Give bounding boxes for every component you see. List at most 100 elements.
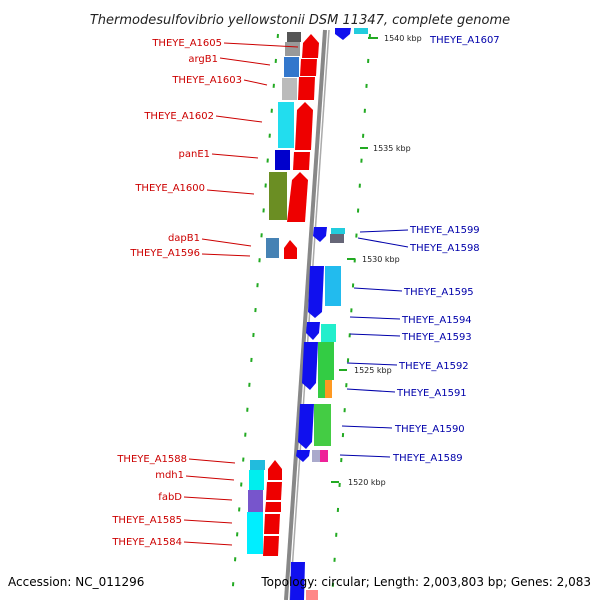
gene-arrow-reverse[interactable] (313, 227, 327, 242)
gene-label[interactable]: argB1 (188, 54, 218, 65)
gene-label[interactable]: THEYE_A1603 (171, 75, 242, 86)
leader-line (349, 316, 401, 320)
gene-block (318, 342, 334, 380)
gene-block (248, 490, 263, 512)
gene-arrow-forward[interactable] (263, 536, 279, 556)
gene-block (354, 28, 368, 34)
scale-label: 1520 kbp (348, 478, 386, 487)
gene-block (284, 57, 299, 77)
gene-arrow-reverse[interactable] (290, 562, 305, 600)
scale-label: 1540 kbp (384, 34, 422, 43)
reverse-strand-genes (290, 28, 351, 600)
gene-label[interactable]: THEYE_A1605 (151, 38, 222, 49)
gene-arrow-forward[interactable] (293, 152, 310, 170)
gene-label[interactable]: dapB1 (168, 233, 200, 244)
right-gene-labels: THEYE_A1607 THEYE_A1599 THEYE_A1598 THEY… (392, 35, 500, 464)
gene-label[interactable]: THEYE_A1591 (396, 388, 467, 399)
gene-label[interactable]: THEYE_A1600 (134, 183, 205, 194)
gene-block (266, 238, 279, 258)
gene-label[interactable]: THEYE_A1607 (429, 35, 500, 46)
leader-line (188, 458, 236, 464)
scale-label: 1525 kbp (354, 366, 392, 375)
gene-arrow-forward[interactable] (265, 502, 281, 512)
gene-label[interactable]: THEYE_A1598 (409, 243, 480, 254)
gene-block (314, 404, 331, 446)
leader-line (215, 115, 263, 123)
gene-arrow-reverse[interactable] (335, 28, 351, 40)
leader-line (201, 253, 251, 257)
scale-dots-right (331, 33, 371, 599)
leader-line (223, 42, 299, 48)
leader-line (183, 496, 233, 501)
gene-label[interactable]: mdh1 (155, 470, 184, 481)
gene-block (275, 150, 290, 170)
gene-arrow-forward[interactable] (287, 172, 308, 222)
gene-arrow-forward[interactable] (300, 59, 317, 76)
scale-ticks (331, 37, 378, 483)
gene-arrow-forward[interactable] (295, 102, 313, 150)
gene-arrow-reverse[interactable] (296, 450, 310, 462)
gene-block (331, 228, 345, 234)
leader-line (185, 475, 235, 481)
gene-label[interactable]: THEYE_A1594 (401, 315, 472, 326)
gene-block (250, 460, 265, 470)
gene-label[interactable]: THEYE_A1589 (392, 453, 463, 464)
forward-cog-blocks (247, 32, 301, 554)
accession-text: Accession: NC_011296 (8, 575, 144, 589)
gene-arrow-forward[interactable] (302, 34, 319, 58)
gene-block (247, 512, 263, 554)
backbone-line-inner (289, 29, 330, 600)
gene-arrow-reverse[interactable] (302, 342, 318, 390)
gene-block (318, 380, 326, 398)
gene-block (278, 102, 294, 148)
scale-label: 1530 kbp (362, 255, 400, 264)
leader-line (349, 333, 401, 337)
leader-line (346, 388, 396, 393)
gene-label[interactable]: fabD (158, 492, 182, 503)
backbone-line-outer (284, 29, 327, 600)
gene-label[interactable]: THEYE_A1585 (111, 515, 182, 526)
gene-arrow-forward[interactable] (268, 460, 282, 480)
gene-label[interactable]: THEYE_A1602 (143, 111, 214, 122)
gene-arrow-reverse[interactable] (298, 404, 314, 449)
gene-label[interactable]: THEYE_A1590 (394, 424, 465, 435)
gene-block (325, 266, 341, 306)
leader-line (206, 189, 255, 195)
gene-block (287, 32, 301, 42)
gene-arrow-reverse[interactable] (308, 266, 324, 318)
gene-block (282, 78, 297, 100)
topology-text: Topology: circular; Length: 2,003,803 bp… (260, 575, 591, 589)
gene-label[interactable]: THEYE_A1584 (111, 537, 182, 548)
right-leader-lines (339, 229, 409, 458)
gene-label[interactable]: THEYE_A1588 (116, 454, 187, 465)
gene-label[interactable]: THEYE_A1592 (398, 361, 469, 372)
leader-line (183, 519, 233, 524)
leader-line (219, 57, 271, 66)
left-leader-lines (183, 42, 299, 546)
gene-arrow-forward[interactable] (298, 77, 315, 100)
leader-line (346, 362, 398, 366)
leader-line (341, 425, 393, 429)
gene-block (269, 172, 287, 220)
gene-arrow-forward[interactable] (284, 240, 297, 259)
leader-line (183, 541, 233, 546)
left-gene-labels: THEYE_A1605 argB1 THEYE_A1603 THEYE_A160… (111, 38, 242, 548)
forward-strand-genes (263, 34, 319, 556)
gene-label[interactable]: THEYE_A1593 (401, 332, 472, 343)
leader-line (357, 237, 409, 248)
gene-arrow-forward[interactable] (264, 514, 280, 534)
gene-label[interactable]: THEYE_A1596 (129, 248, 200, 259)
leader-line (211, 153, 259, 159)
leader-line (353, 287, 403, 292)
gene-arrow-reverse[interactable] (306, 322, 320, 340)
gene-block (325, 380, 332, 398)
gene-block (306, 590, 318, 600)
gene-arrow-forward[interactable] (266, 482, 282, 500)
gene-block (330, 234, 344, 243)
gene-label[interactable]: panE1 (179, 149, 211, 160)
gene-label[interactable]: THEYE_A1595 (403, 287, 474, 298)
gene-block (285, 42, 300, 56)
gene-label[interactable]: THEYE_A1599 (409, 225, 480, 236)
